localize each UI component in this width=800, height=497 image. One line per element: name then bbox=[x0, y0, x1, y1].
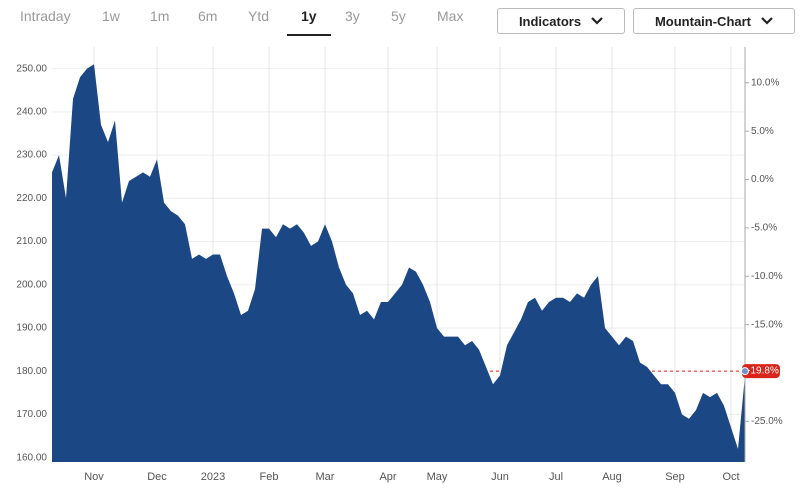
x-tick-label: Nov bbox=[84, 471, 104, 483]
button-label: Mountain-Chart bbox=[654, 13, 752, 29]
price-area bbox=[52, 64, 745, 463]
chevron-icon bbox=[591, 17, 603, 25]
y-tick-label: 170.00 bbox=[16, 409, 47, 420]
x-tick-label: Oct bbox=[722, 471, 739, 483]
range-tab[interactable]: 5y bbox=[391, 8, 406, 24]
y-tick-label: 160.00 bbox=[16, 452, 47, 463]
current-dot bbox=[741, 367, 749, 376]
y2-tick-label: 10.0% bbox=[751, 77, 779, 88]
current-badge bbox=[742, 364, 780, 379]
y-tick-label: 240.00 bbox=[16, 106, 47, 117]
y-tick-label: 250.00 bbox=[16, 63, 47, 74]
y-tick-label: 180.00 bbox=[16, 366, 47, 377]
x-tick-label: Apr bbox=[379, 471, 396, 483]
y2-tick-label: 5.0% bbox=[751, 126, 774, 137]
x-tick-label: Jun bbox=[491, 471, 509, 483]
button-label: Indicators bbox=[518, 13, 582, 29]
range-tab[interactable]: Ytd bbox=[248, 8, 270, 24]
x-tick-label: Feb bbox=[260, 471, 279, 483]
y2-tick-label: -15.0% bbox=[751, 319, 783, 330]
x-tick-label: Dec bbox=[147, 471, 167, 483]
range-tab[interactable]: 1m bbox=[150, 8, 170, 24]
range-tab[interactable]: 1w bbox=[102, 8, 120, 24]
range-tab[interactable]: 1y bbox=[287, 8, 331, 36]
x-tick-label: Aug bbox=[602, 471, 622, 483]
toolbar: Intraday 1w 1m 6m Ytd 1y 3y 5y Max Indic… bbox=[0, 0, 800, 44]
chart-type-button[interactable]: Mountain-Chart bbox=[633, 8, 795, 34]
x-tick-label: 2023 bbox=[201, 471, 225, 483]
range-tab[interactable]: 3y bbox=[345, 8, 360, 24]
x-tick-label: Jul bbox=[549, 471, 563, 483]
chevron-icon bbox=[761, 17, 773, 25]
y-tick-label: 200.00 bbox=[16, 279, 47, 290]
x-tick-label: Sep bbox=[665, 471, 685, 483]
x-tick-label: Mar bbox=[316, 471, 335, 483]
range-tab[interactable]: Max bbox=[437, 8, 464, 24]
y-tick-label: 230.00 bbox=[16, 150, 47, 161]
range-tab[interactable]: Intraday bbox=[20, 8, 71, 24]
y2-tick-label: -25.0% bbox=[751, 416, 783, 427]
current-label: -19.8% bbox=[747, 366, 779, 377]
indicators-button[interactable]: Indicators bbox=[497, 8, 625, 34]
range-tab[interactable]: 6m bbox=[198, 8, 218, 24]
y-tick-label: 220.00 bbox=[16, 193, 47, 204]
y-tick-label: 210.00 bbox=[16, 236, 47, 247]
y2-tick-label: -5.0% bbox=[751, 223, 777, 234]
x-tick-label: May bbox=[427, 471, 448, 483]
y-tick-label: 190.00 bbox=[16, 323, 47, 334]
y2-tick-label: 0.0% bbox=[751, 174, 774, 185]
y2-tick-label: -10.0% bbox=[751, 271, 783, 282]
